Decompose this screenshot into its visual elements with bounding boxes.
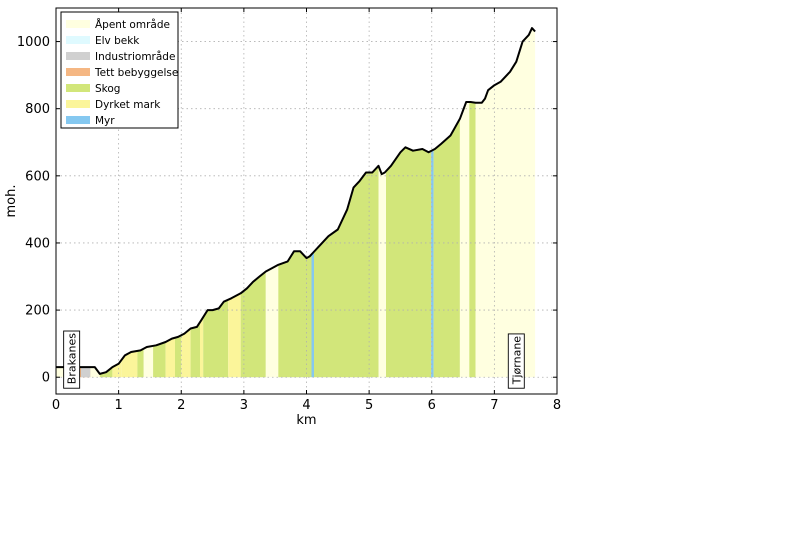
legend-entry-label: Tett bebyggelse (94, 67, 178, 79)
legend: Åpent område Elv bekk Industriområde Tett b… (60, 11, 179, 129)
x-tick-label: 5 (365, 398, 373, 413)
legend-entry-label: Dyrket mark (95, 99, 161, 111)
landuse-segment-11 (175, 335, 182, 378)
y-tick-label: 400 (25, 236, 50, 251)
landuse-segment-16 (228, 293, 241, 378)
landuse-segment-3 (90, 367, 100, 378)
legend-entry-label: Skog (95, 83, 120, 95)
place-box (507, 333, 525, 389)
landuse-segment-15 (203, 299, 229, 378)
x-tick-label: 7 (490, 398, 498, 413)
landuse-segments (56, 28, 536, 378)
landuse-segment-6 (121, 350, 138, 378)
landuse-segment-12 (181, 328, 191, 378)
landuse-segment-25 (433, 118, 460, 378)
legend-entry-label: Elv bekk (95, 35, 140, 47)
place-label: Tjørnane (510, 336, 523, 386)
x-tick-label: 3 (240, 398, 248, 413)
legend-swatch-6 (66, 116, 90, 124)
landuse-segment-2 (81, 367, 91, 378)
place-marker-1: Tjørnane (507, 333, 525, 389)
legend-entry-label: Industriområde (95, 50, 175, 63)
landuse-segment-9 (153, 342, 166, 378)
legend-swatch-0 (66, 20, 90, 28)
y-tick-label: 200 (25, 304, 50, 319)
landuse-segment-10 (165, 337, 175, 378)
place-marker-0: Brakanes (63, 330, 81, 389)
legend-swatch-4 (66, 84, 90, 92)
landuse-segment-8 (143, 345, 154, 378)
place-box (63, 330, 81, 389)
x-axis-label: km (296, 413, 316, 428)
x-tick-label: 8 (553, 398, 561, 413)
landuse-segment-17 (240, 271, 266, 378)
x-tick-label: 2 (177, 398, 185, 413)
landuse-segment-14 (200, 317, 204, 378)
landuse-segment-27 (469, 102, 476, 378)
axis-ticks: 0 1 2 3 4 5 6 7 8 0 200 400 600 800 1000 (17, 8, 561, 413)
elevation-profile-line (56, 27, 536, 375)
x-tick-label: 1 (114, 398, 122, 413)
legend-swatch-3 (66, 68, 90, 76)
x-tick-label: 0 (52, 398, 60, 413)
place-label: Brakanes (66, 333, 79, 384)
landuse-segment-20 (311, 251, 314, 378)
landuse-segment-7 (137, 348, 144, 378)
legend-swatch-1 (66, 36, 90, 44)
legend-entry-label: Åpent område (95, 18, 170, 31)
landuse-segment-21 (314, 165, 379, 378)
y-tick-label: 800 (25, 102, 50, 117)
landuse-segment-13 (190, 322, 200, 378)
landuse-segment-19 (278, 251, 312, 378)
y-axis-label: moh. (4, 185, 19, 218)
place-markers: Brakanes Tjørnane (63, 330, 525, 389)
legend-swatch-2 (66, 52, 90, 60)
legend-swatch-5 (66, 100, 90, 108)
x-tick-label: 4 (302, 398, 310, 413)
y-tick-label: 0 (42, 371, 50, 386)
landuse-segment-18 (265, 264, 279, 378)
y-tick-label: 600 (25, 169, 50, 184)
legend-entry-label: Myr (95, 115, 115, 127)
landuse-segment-23 (386, 147, 432, 378)
landuse-segment-22 (378, 165, 386, 378)
x-tick-label: 6 (428, 398, 436, 413)
landuse-segment-4 (99, 367, 113, 378)
landuse-segment-26 (459, 102, 470, 378)
landuse-segment-28 (475, 28, 536, 378)
y-tick-label: 1000 (17, 35, 50, 50)
